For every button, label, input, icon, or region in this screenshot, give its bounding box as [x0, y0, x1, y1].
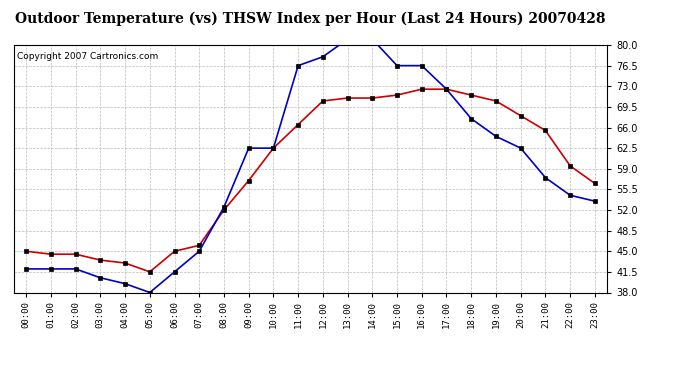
Text: Outdoor Temperature (vs) THSW Index per Hour (Last 24 Hours) 20070428: Outdoor Temperature (vs) THSW Index per … — [15, 11, 606, 26]
Text: Copyright 2007 Cartronics.com: Copyright 2007 Cartronics.com — [17, 53, 158, 62]
